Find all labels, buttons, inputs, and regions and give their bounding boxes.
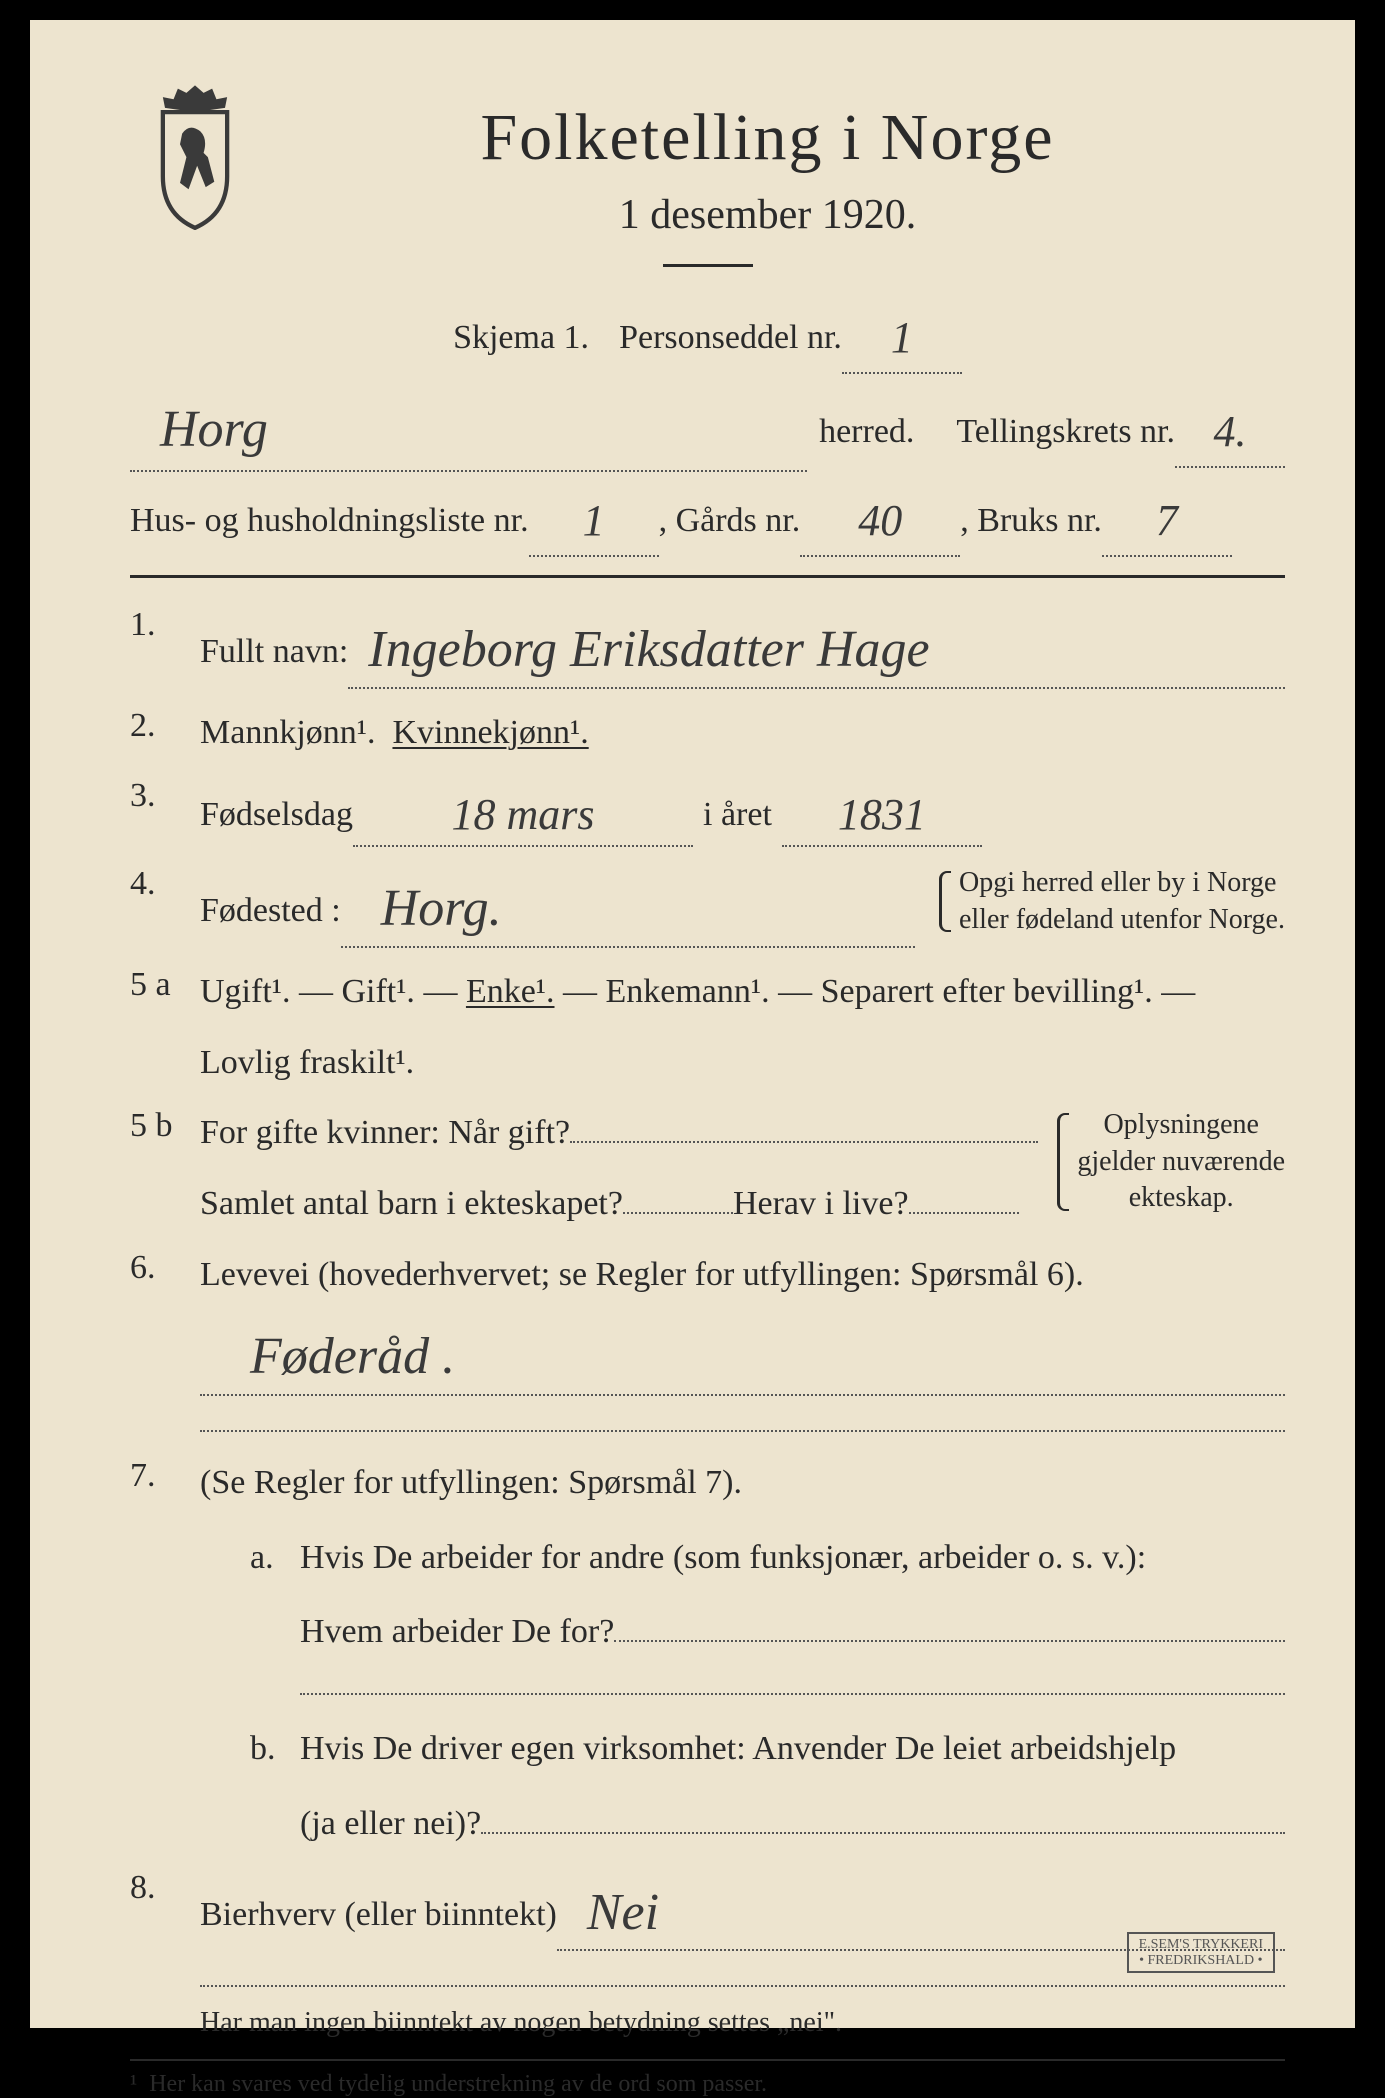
- q5b-l1a: For gifte kvinner: Når gift?: [200, 1107, 570, 1160]
- q2-mann: Mannkjønn¹.: [200, 714, 375, 751]
- q7a-2: Hvem arbeider De for?: [300, 1606, 614, 1659]
- personseddel-label: Personseddel nr.: [619, 309, 842, 367]
- q7a-1: Hvis De arbeider for andre (som funksjon…: [300, 1532, 1146, 1585]
- question-5b: 5 b For gifte kvinner: Når gift? Samlet …: [130, 1107, 1285, 1230]
- herred-line: Horg herred. Tellingskrets nr. 4.: [130, 382, 1285, 472]
- q2-num: 2.: [130, 707, 200, 760]
- q1-value: Ingeborg Eriksdatter Hage: [348, 606, 1285, 689]
- q7b-num: b.: [250, 1723, 300, 1776]
- q5b-barn-value: [623, 1212, 733, 1214]
- q7b-1: Hvis De driver egen virksomhet: Anvender…: [300, 1723, 1176, 1776]
- skjema-line: Skjema 1. Personseddel nr. 1: [130, 297, 1285, 374]
- blank-line: [300, 1665, 1285, 1695]
- q5a-separert: Separert efter bevilling¹.: [821, 973, 1153, 1010]
- section-divider: [130, 575, 1285, 578]
- question-4: 4. Fødested : Horg. Opgi herred eller by…: [130, 865, 1285, 948]
- bracket-icon: [939, 871, 951, 932]
- q5a-ugift: Ugift¹.: [200, 973, 290, 1010]
- q3-year: 1831: [782, 777, 982, 847]
- title-divider: [663, 264, 753, 267]
- q7a-value: [614, 1640, 1285, 1642]
- q1-label: Fullt navn:: [200, 626, 348, 679]
- document-page: Folketelling i Norge 1 desember 1920. Sk…: [30, 20, 1355, 2028]
- q5a-gift: Gift¹.: [341, 973, 414, 1010]
- subtitle: 1 desember 1920.: [250, 191, 1285, 239]
- q4-note: Opgi herred eller by i Norge eller fødel…: [959, 865, 1285, 938]
- q3-label: Fødselsdag: [200, 789, 353, 842]
- q7b-2: (ja eller nei)?: [300, 1798, 481, 1851]
- question-8: 8. Bierhverv (eller biinntekt) Nei: [130, 1869, 1285, 1988]
- q5b-note: Oplysningene gjelder nuværende ekteskap.: [1077, 1107, 1285, 1216]
- coat-of-arms-icon: [140, 80, 250, 230]
- herred-label: herred.: [807, 403, 926, 461]
- q7b-value: [481, 1832, 1285, 1834]
- tellingskrets-label: Tellingskrets nr.: [956, 403, 1175, 461]
- header: Folketelling i Norge 1 desember 1920.: [130, 100, 1285, 267]
- husliste-nr: 1: [529, 480, 659, 557]
- q7a-num: a.: [250, 1532, 300, 1585]
- q3-day: 18 mars: [353, 777, 693, 847]
- q5b-gift-value: [570, 1141, 1038, 1143]
- q5b-l2a: Samlet antal barn i ekteskapet?: [200, 1178, 623, 1231]
- question-3: 3. Fødselsdag 18 mars i året 1831: [130, 777, 1285, 847]
- husliste-line: Hus- og husholdningsliste nr. 1 , Gårds …: [130, 480, 1285, 557]
- q3-mid: i året: [693, 789, 782, 842]
- q5a-enkemann: Enkemann¹.: [606, 973, 770, 1010]
- q8-num: 8.: [130, 1869, 200, 1988]
- q3-num: 3.: [130, 777, 200, 847]
- skjema-label: Skjema 1.: [453, 309, 589, 367]
- q5b-l2b: Herav i live?: [733, 1178, 909, 1231]
- bruks-nr: 7: [1102, 480, 1232, 557]
- question-2: 2. Mannkjønn¹. Kvinnekjønn¹.: [130, 707, 1285, 760]
- q5b-live-value: [909, 1212, 1019, 1214]
- herred-value: Horg: [130, 382, 807, 472]
- bruks-label: , Bruks nr.: [960, 492, 1102, 550]
- printer-stamp: E.SEM'S TRYKKERI • FREDRIKSHALD •: [1127, 1932, 1275, 1973]
- q4-num: 4.: [130, 865, 200, 948]
- q6-num: 6.: [130, 1249, 200, 1432]
- q7-num: 7.: [130, 1457, 200, 1850]
- footnote: ¹ Her kan svares ved tydelig understrekn…: [130, 2059, 1285, 2098]
- q1-num: 1.: [130, 606, 200, 689]
- q4-label: Fødested :: [200, 885, 341, 938]
- gards-nr: 40: [800, 480, 960, 557]
- q5a-num: 5 a: [130, 966, 200, 1089]
- foot-instruction: Har man ingen biinntekt av nogen betydni…: [130, 2007, 1285, 2039]
- question-1: 1. Fullt navn: Ingeborg Eriksdatter Hage: [130, 606, 1285, 689]
- husliste-label: Hus- og husholdningsliste nr.: [130, 492, 529, 550]
- bracket-icon: [1057, 1113, 1069, 1210]
- blank-line: [200, 1957, 1285, 1987]
- q5b-num: 5 b: [130, 1107, 200, 1230]
- blank-line: [200, 1402, 1285, 1432]
- q6-value: Føderåd .: [200, 1313, 1285, 1396]
- q8-label: Bierhverv (eller biinntekt): [200, 1889, 557, 1942]
- q5a-fraskilt: Lovlig fraskilt¹.: [200, 1044, 414, 1081]
- q4-value: Horg.: [341, 865, 915, 948]
- q2-kvinne: Kvinnekjønn¹.: [392, 714, 588, 751]
- tellingskrets-nr: 4.: [1175, 391, 1285, 468]
- question-6: 6. Levevei (hovederhvervet; se Regler fo…: [130, 1249, 1285, 1432]
- question-7: 7. (Se Regler for utfyllingen: Spørsmål …: [130, 1457, 1285, 1850]
- personseddel-nr: 1: [842, 297, 962, 374]
- main-title: Folketelling i Norge: [250, 100, 1285, 176]
- question-5a: 5 a Ugift¹. — Gift¹. — Enke¹. — Enkemann…: [130, 966, 1285, 1089]
- q7-label: (Se Regler for utfyllingen: Spørsmål 7).: [200, 1457, 1285, 1510]
- q6-label: Levevei (hovederhvervet; se Regler for u…: [200, 1249, 1285, 1302]
- q5a-enke: Enke¹.: [466, 973, 555, 1010]
- gards-label: , Gårds nr.: [659, 492, 801, 550]
